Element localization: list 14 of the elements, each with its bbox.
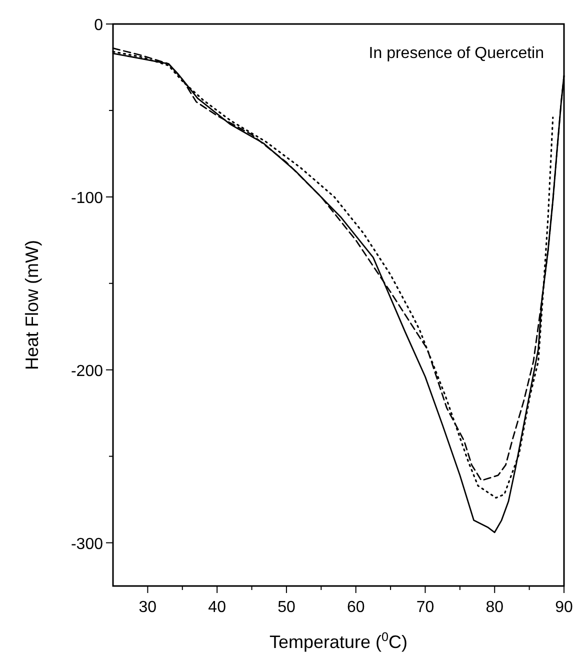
y-axis-title: Heat Flow (mW) xyxy=(22,240,42,370)
y-tick-label: 0 xyxy=(94,17,104,34)
x-tick-label: 80 xyxy=(486,599,504,616)
x-tick-label: 60 xyxy=(346,599,365,616)
x-axis-title: Temperature ($^{0}$C) xyxy=(269,630,408,652)
y-tick-label: -100 xyxy=(70,190,104,207)
y-tick-label: -200 xyxy=(70,362,104,380)
y-tick-label: -300 xyxy=(70,536,104,553)
x-tick-label: 90 xyxy=(555,599,573,616)
x-tick-label: 70 xyxy=(416,599,434,616)
x-tick-label: 40 xyxy=(208,599,226,616)
x-tick-label: 30 xyxy=(138,599,157,616)
annotation: In presence of Quercetin xyxy=(368,45,544,62)
x-tick-label: 50 xyxy=(278,599,296,616)
